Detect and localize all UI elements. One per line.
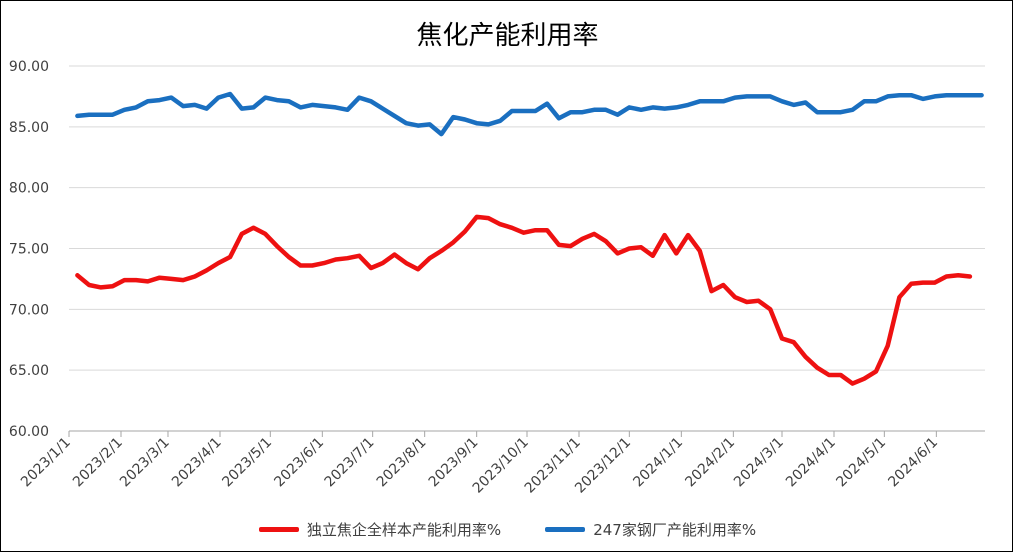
x-tick-label: 2023/2/1 (70, 435, 126, 491)
x-tick-label: 2024/1/1 (630, 435, 686, 491)
x-tick-label: 2023/8/1 (374, 435, 430, 491)
y-tick-label: 70.00 (9, 302, 49, 318)
legend-item-1: 独立焦企全样本产能利用率% (258, 519, 502, 540)
y-tick-label: 80.00 (9, 181, 49, 197)
x-tick-label: 2023/7/1 (322, 435, 378, 491)
series-line-1 (75, 214, 973, 386)
legend-label: 247家钢厂产能利用率% (593, 521, 757, 539)
y-tick-label: 65.00 (9, 363, 49, 379)
chart-plot-area: 60.00 65.00 70.00 75.00 80.00 85.00 90.00 2023/… (9, 59, 985, 497)
x-tick-label: 2023/1/1 (18, 435, 74, 491)
legend-label: 独立焦企全样本产能利用率% (306, 521, 502, 539)
y-tick-label: 60.00 (9, 424, 49, 440)
y-tick-label: 75.00 (9, 242, 49, 258)
series-lines (75, 91, 984, 386)
legend: 独立焦企全样本产能利用率% 247家钢厂产能利用率% (1, 519, 1012, 540)
series-line-2 (75, 91, 984, 137)
legend-swatch (545, 527, 586, 532)
grid-lines (69, 65, 985, 371)
x-tick-label: 2023/5/1 (219, 435, 275, 491)
x-tick-label: 2023/3/1 (117, 435, 173, 491)
chart-title: 焦化产能利用率 (416, 21, 599, 51)
x-tick-label: 2023/6/1 (271, 435, 327, 491)
x-tick-label: 2024/4/1 (783, 435, 839, 491)
legend-swatch (258, 527, 299, 532)
x-tick-label: 2024/5/1 (833, 435, 889, 491)
x-tick-label: 2024/6/1 (885, 435, 941, 491)
x-tick-label: 2023/4/1 (169, 435, 225, 491)
y-tick-label: 85.00 (9, 120, 49, 136)
x-tick-label: 2024/3/1 (731, 435, 787, 491)
y-tick-label: 90.00 (9, 59, 49, 75)
legend-item-2: 247家钢厂产能利用率% (545, 519, 756, 540)
x-tick-label: 2024/2/1 (682, 435, 738, 491)
